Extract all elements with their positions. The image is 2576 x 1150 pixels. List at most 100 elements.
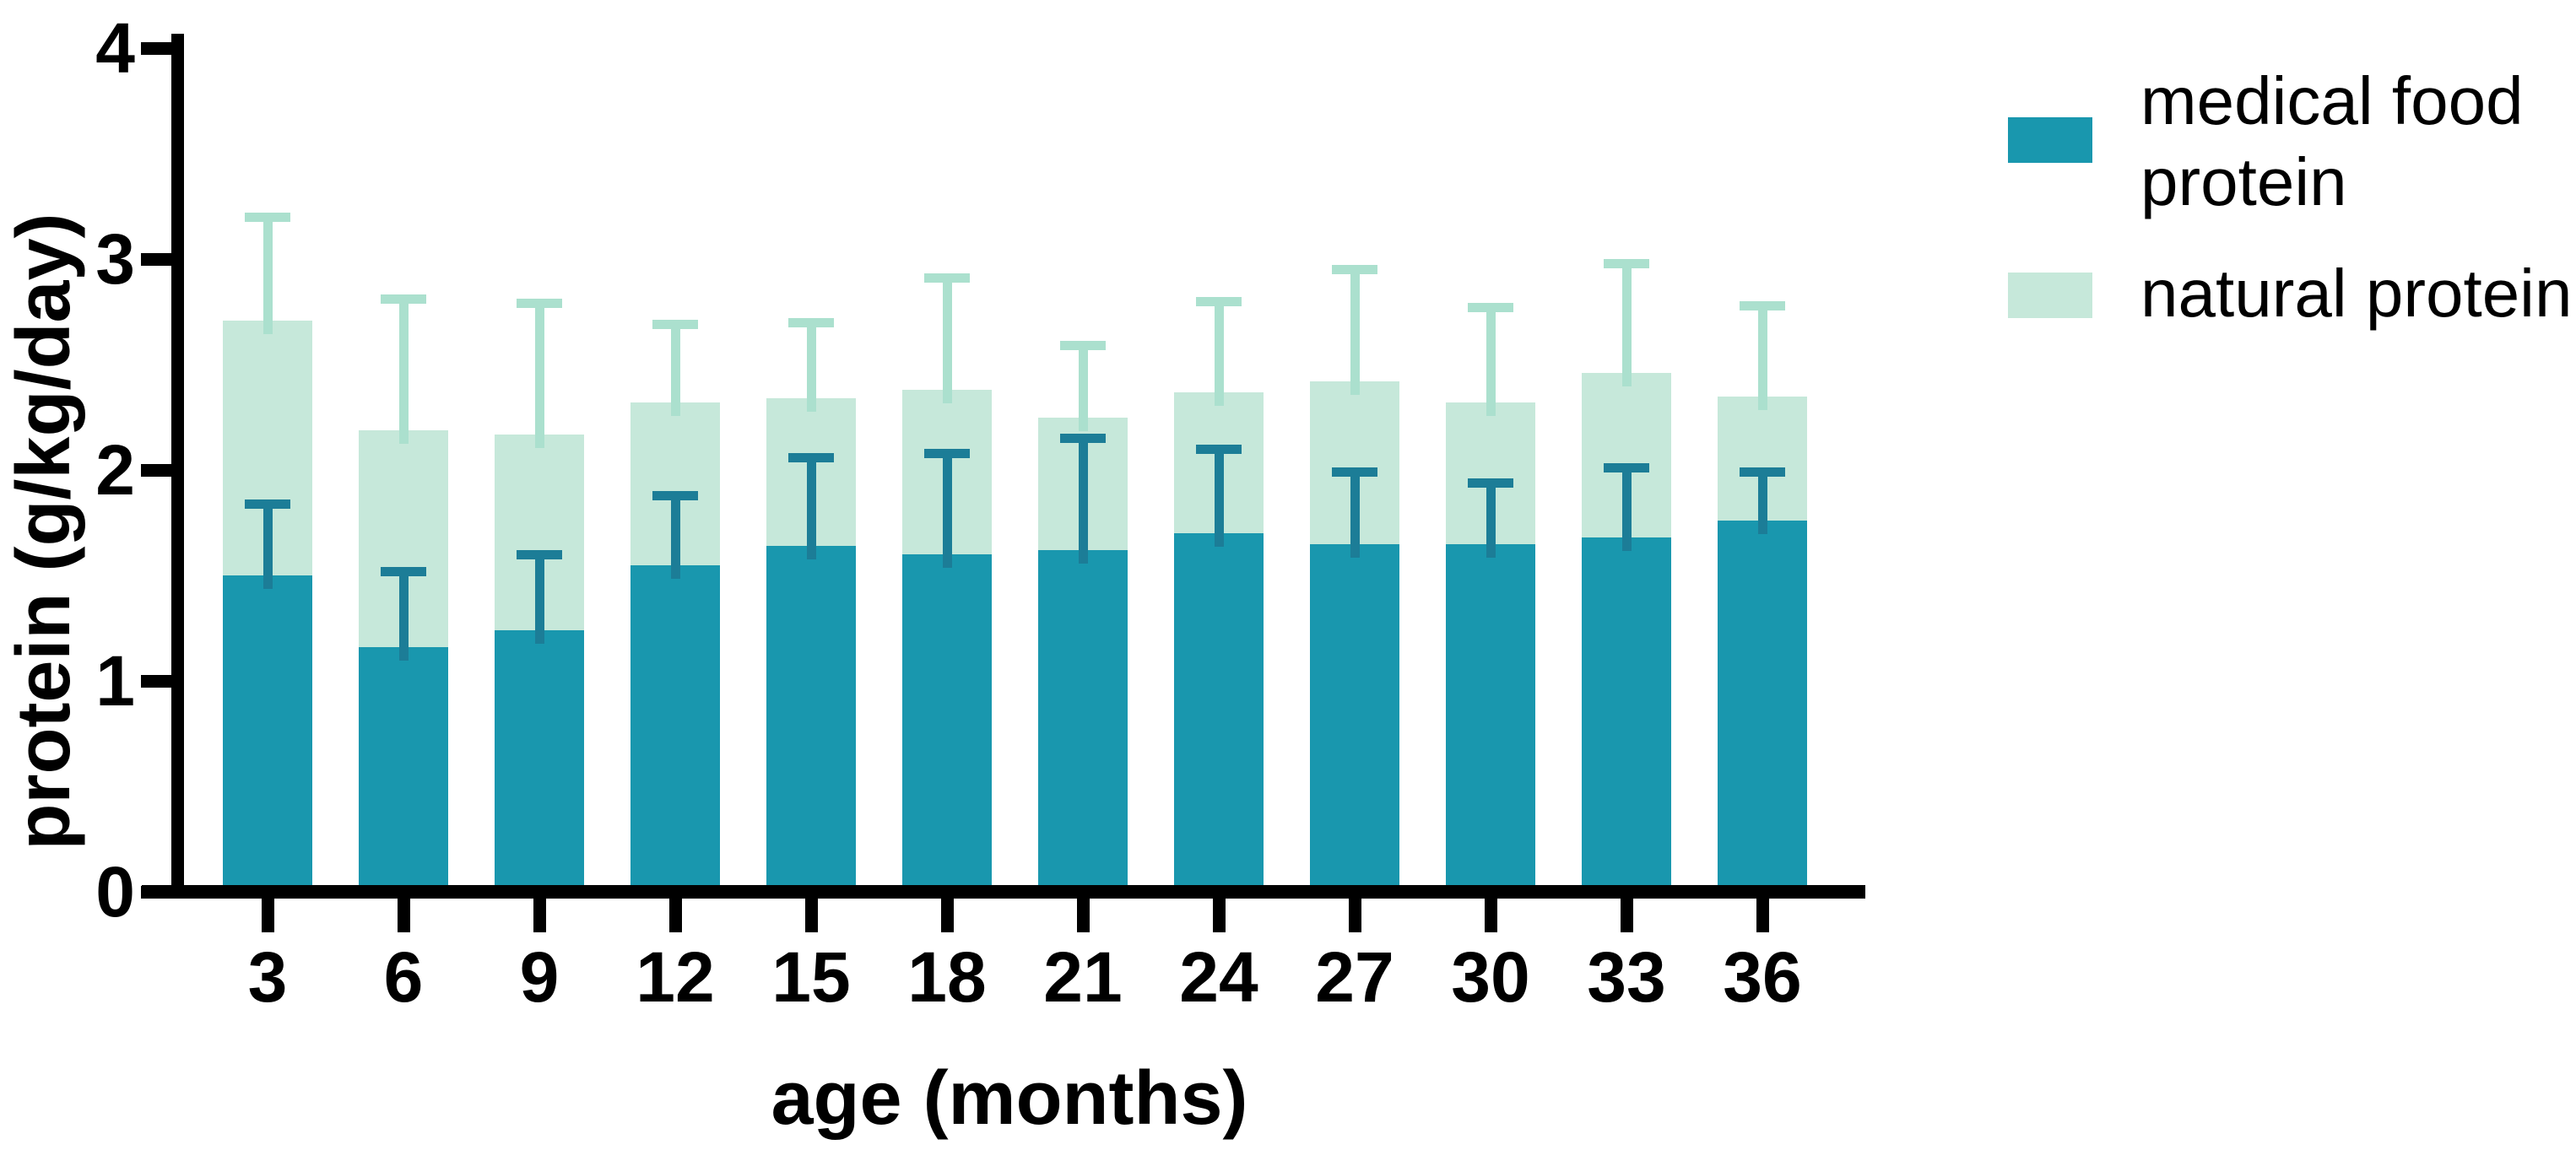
error-bar-cap-natural-6 [381,294,426,304]
y-tick-label: 2 [95,430,135,510]
x-tick-mark [804,899,818,932]
x-tick-mark [1076,899,1090,932]
x-tick-label: 3 [247,937,288,1017]
error-bar-stem-natural-36 [1757,305,1767,410]
error-bar-stem-medical-6 [398,571,409,661]
legend-swatch-natural [2008,273,2092,318]
x-tick-mark [1484,899,1497,932]
x-tick-label: 15 [771,937,851,1017]
error-bar-cap-natural-12 [652,320,698,329]
error-bar-stem-natural-33 [1621,263,1632,386]
error-bar-stem-medical-18 [942,453,952,568]
error-bar-stem-medical-33 [1621,467,1632,551]
error-bar-cap-natural-18 [924,273,970,283]
error-bar-stem-medical-21 [1078,438,1088,564]
x-tick-label: 33 [1587,937,1666,1017]
error-bar-stem-natural-15 [806,322,816,412]
error-bar-stem-natural-21 [1078,345,1088,431]
x-axis-line [142,885,1865,899]
error-bar-cap-medical-24 [1196,444,1242,454]
error-bar-cap-natural-3 [245,212,290,222]
error-bar-stem-natural-24 [1214,301,1224,406]
legend-swatch-medical-food [2008,117,2092,163]
y-tick-mark [141,674,171,688]
error-bar-cap-natural-21 [1060,341,1106,350]
error-bar-stem-natural-9 [534,303,544,448]
error-bar-stem-natural-12 [670,324,680,416]
legend-label-medical-food: medical food protein [2140,61,2524,223]
x-tick-label: 36 [1723,937,1802,1017]
error-bar-cap-medical-6 [381,566,426,576]
x-axis-title: age (months) [771,1056,1248,1141]
x-tick-label: 18 [907,937,987,1017]
error-bar-cap-medical-30 [1468,478,1513,488]
error-bar-cap-medical-21 [1060,434,1106,443]
x-tick-label: 9 [519,937,560,1017]
error-bar-cap-medical-18 [924,448,970,458]
y-tick-mark [141,41,171,55]
bar-segment-medical-food-24 [1174,533,1264,892]
y-tick-label: 1 [95,641,135,721]
bar-segment-medical-food-18 [902,554,992,892]
error-bar-stem-medical-36 [1757,472,1767,534]
error-bar-cap-medical-33 [1604,463,1649,472]
error-bar-stem-natural-18 [942,278,952,403]
bar-segment-medical-food-12 [630,564,720,892]
error-bar-stem-medical-9 [534,554,544,644]
x-tick-label: 21 [1043,937,1123,1017]
error-bar-cap-natural-30 [1468,303,1513,312]
y-tick-label: 0 [95,852,135,931]
error-bar-cap-medical-12 [652,490,698,500]
error-bar-cap-natural-33 [1604,258,1649,268]
error-bar-cap-natural-15 [788,317,834,327]
error-bar-stem-medical-30 [1486,483,1496,558]
error-bar-cap-natural-27 [1332,265,1377,274]
legend-label-natural: natural protein [2140,253,2572,334]
bar-segment-medical-food-3 [223,575,312,892]
x-tick-mark [940,899,954,932]
bar-segment-medical-food-33 [1582,537,1671,892]
error-bar-stem-natural-6 [398,299,409,444]
error-bar-cap-natural-24 [1196,296,1242,306]
y-axis-line [171,34,184,899]
error-bar-cap-medical-3 [245,499,290,509]
error-bar-cap-medical-27 [1332,467,1377,477]
bar-segment-medical-food-36 [1718,521,1807,892]
legend-label-line: natural protein [2140,256,2573,331]
y-tick-mark [141,885,171,899]
bar-segment-medical-food-9 [495,630,584,892]
x-tick-mark [533,899,546,932]
x-tick-mark [668,899,682,932]
error-bar-cap-natural-36 [1740,300,1785,310]
y-tick-label: 3 [95,219,135,299]
x-tick-mark [1620,899,1633,932]
legend-label-line: medical food [2140,63,2524,138]
error-bar-stem-medical-24 [1214,449,1224,547]
legend-label-line: protein [2140,144,2347,219]
y-tick-label: 4 [95,8,135,88]
y-tick-mark [141,463,171,477]
x-tick-label: 12 [636,937,715,1017]
x-tick-label: 6 [383,937,424,1017]
x-tick-mark [1212,899,1226,932]
error-bar-cap-natural-9 [517,299,562,308]
bar-segment-medical-food-21 [1038,550,1128,892]
x-tick-mark [1756,899,1769,932]
error-bar-stem-medical-12 [670,495,680,579]
error-bar-stem-medical-27 [1350,472,1360,558]
x-tick-mark [1348,899,1361,932]
x-tick-label: 24 [1179,937,1258,1017]
bar-segment-medical-food-15 [766,546,856,892]
bar-segment-medical-food-30 [1446,543,1535,892]
error-bar-cap-medical-36 [1740,467,1785,477]
error-bar-cap-medical-15 [788,452,834,462]
bar-segment-medical-food-27 [1310,543,1399,892]
x-tick-mark [397,899,410,932]
x-tick-mark [261,899,274,932]
x-tick-label: 30 [1451,937,1530,1017]
error-bar-stem-medical-15 [806,457,816,559]
bar-segment-medical-food-6 [359,647,448,892]
error-bar-stem-natural-27 [1350,269,1360,395]
y-tick-mark [141,252,171,266]
